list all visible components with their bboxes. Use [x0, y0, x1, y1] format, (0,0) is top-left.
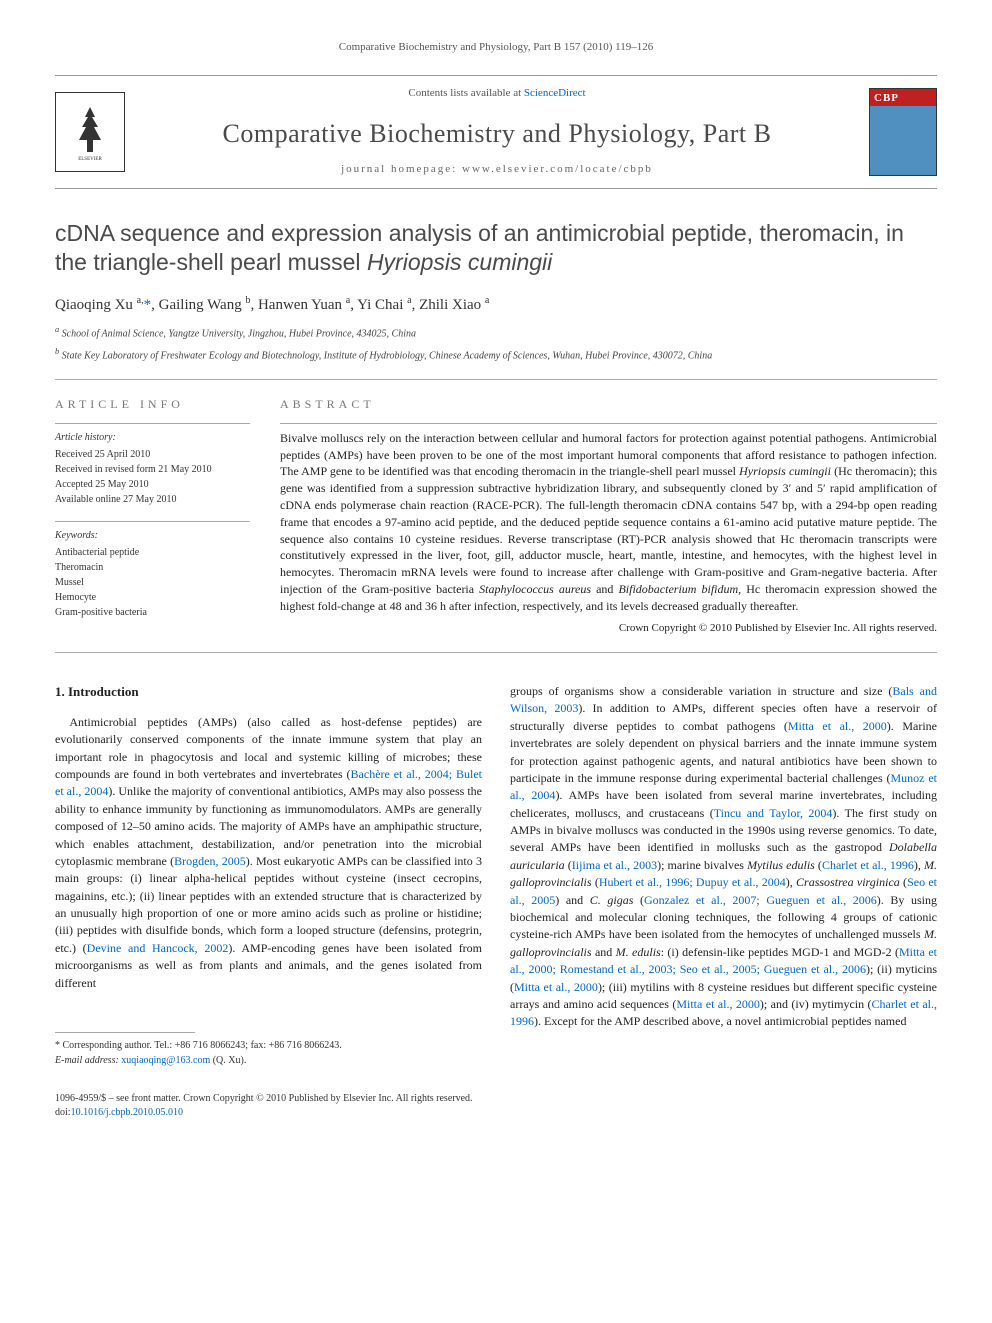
article-info-column: article info Article history: Received 2…	[55, 396, 250, 636]
affiliation-b: b State Key Laboratory of Freshwater Eco…	[55, 346, 937, 363]
keyword: Antibacterial peptide	[55, 545, 250, 560]
divider	[55, 423, 250, 424]
keyword: Theromacin	[55, 560, 250, 575]
journal-name: Comparative Biochemistry and Physiology,…	[145, 116, 849, 152]
email-link[interactable]: xuqiaoqing@163.com	[121, 1055, 210, 1066]
authors-line: Qiaoqing Xu a,*, Gailing Wang b, Hanwen …	[55, 294, 937, 316]
doi-line: doi:10.1016/j.cbpb.2010.05.010	[55, 1106, 937, 1120]
tree-icon: ELSEVIER	[65, 102, 115, 162]
issn-line: 1096-4959/$ – see front matter. Crown Co…	[55, 1092, 937, 1106]
meta-abstract-row: article info Article history: Received 2…	[55, 396, 937, 636]
page-footer: 1096-4959/$ – see front matter. Crown Co…	[55, 1092, 937, 1120]
keyword: Gram-positive bacteria	[55, 605, 250, 620]
body-column-left: 1. Introduction Antimicrobial peptides (…	[55, 683, 482, 1068]
keywords-title: Keywords:	[55, 528, 250, 543]
doi-link[interactable]: 10.1016/j.cbpb.2010.05.010	[71, 1107, 184, 1118]
received-date: Received 25 April 2010	[55, 447, 250, 462]
affiliation-a: a School of Animal Science, Yangtze Univ…	[55, 324, 937, 341]
body-paragraph: groups of organisms show a considerable …	[510, 683, 937, 1031]
journal-cover-thumbnail	[869, 88, 937, 176]
email-label: E-mail address:	[55, 1055, 121, 1066]
abstract-text: Bivalve molluscs rely on the interaction…	[280, 430, 937, 615]
footnote-corr: * Corresponding author. Tel.: +86 716 80…	[55, 1039, 482, 1054]
email-suffix: (Q. Xu).	[210, 1055, 246, 1066]
title-species: Hyriopsis cumingii	[367, 249, 552, 275]
article-history-block: Article history: Received 25 April 2010 …	[55, 430, 250, 507]
keywords-block: Keywords: Antibacterial peptide Theromac…	[55, 528, 250, 620]
footnote-divider	[55, 1032, 195, 1033]
divider	[55, 652, 937, 653]
section-heading: 1. Introduction	[55, 683, 482, 702]
corresponding-author-footnote: * Corresponding author. Tel.: +86 716 80…	[55, 1039, 482, 1068]
elsevier-logo: ELSEVIER	[55, 92, 125, 172]
revised-date: Received in revised form 21 May 2010	[55, 462, 250, 477]
article-info-heading: article info	[55, 396, 250, 413]
abstract-column: abstract Bivalve molluscs rely on the in…	[280, 396, 937, 636]
article-title: cDNA sequence and expression analysis of…	[55, 219, 937, 279]
body-paragraph: Antimicrobial peptides (AMPs) (also call…	[55, 714, 482, 992]
divider	[280, 423, 937, 424]
history-title: Article history:	[55, 430, 250, 445]
svg-text:ELSEVIER: ELSEVIER	[78, 157, 102, 162]
journal-title-area: Contents lists available at ScienceDirec…	[145, 86, 849, 177]
running-head: Comparative Biochemistry and Physiology,…	[55, 40, 937, 55]
divider	[55, 379, 937, 380]
contents-list-line: Contents lists available at ScienceDirec…	[145, 86, 849, 101]
keyword: Hemocyte	[55, 590, 250, 605]
footnote-email-line: E-mail address: xuqiaoqing@163.com (Q. X…	[55, 1054, 482, 1069]
contents-prefix: Contents lists available at	[408, 87, 523, 99]
body-column-right: groups of organisms show a considerable …	[510, 683, 937, 1068]
abstract-copyright: Crown Copyright © 2010 Published by Else…	[280, 621, 937, 636]
body-columns: 1. Introduction Antimicrobial peptides (…	[55, 683, 937, 1068]
accepted-date: Accepted 25 May 2010	[55, 477, 250, 492]
sciencedirect-link[interactable]: ScienceDirect	[524, 87, 586, 99]
keyword: Mussel	[55, 575, 250, 590]
journal-homepage: journal homepage: www.elsevier.com/locat…	[145, 162, 849, 177]
abstract-heading: abstract	[280, 396, 937, 413]
online-date: Available online 27 May 2010	[55, 492, 250, 507]
divider	[55, 521, 250, 522]
journal-header: ELSEVIER Contents lists available at Sci…	[55, 75, 937, 188]
